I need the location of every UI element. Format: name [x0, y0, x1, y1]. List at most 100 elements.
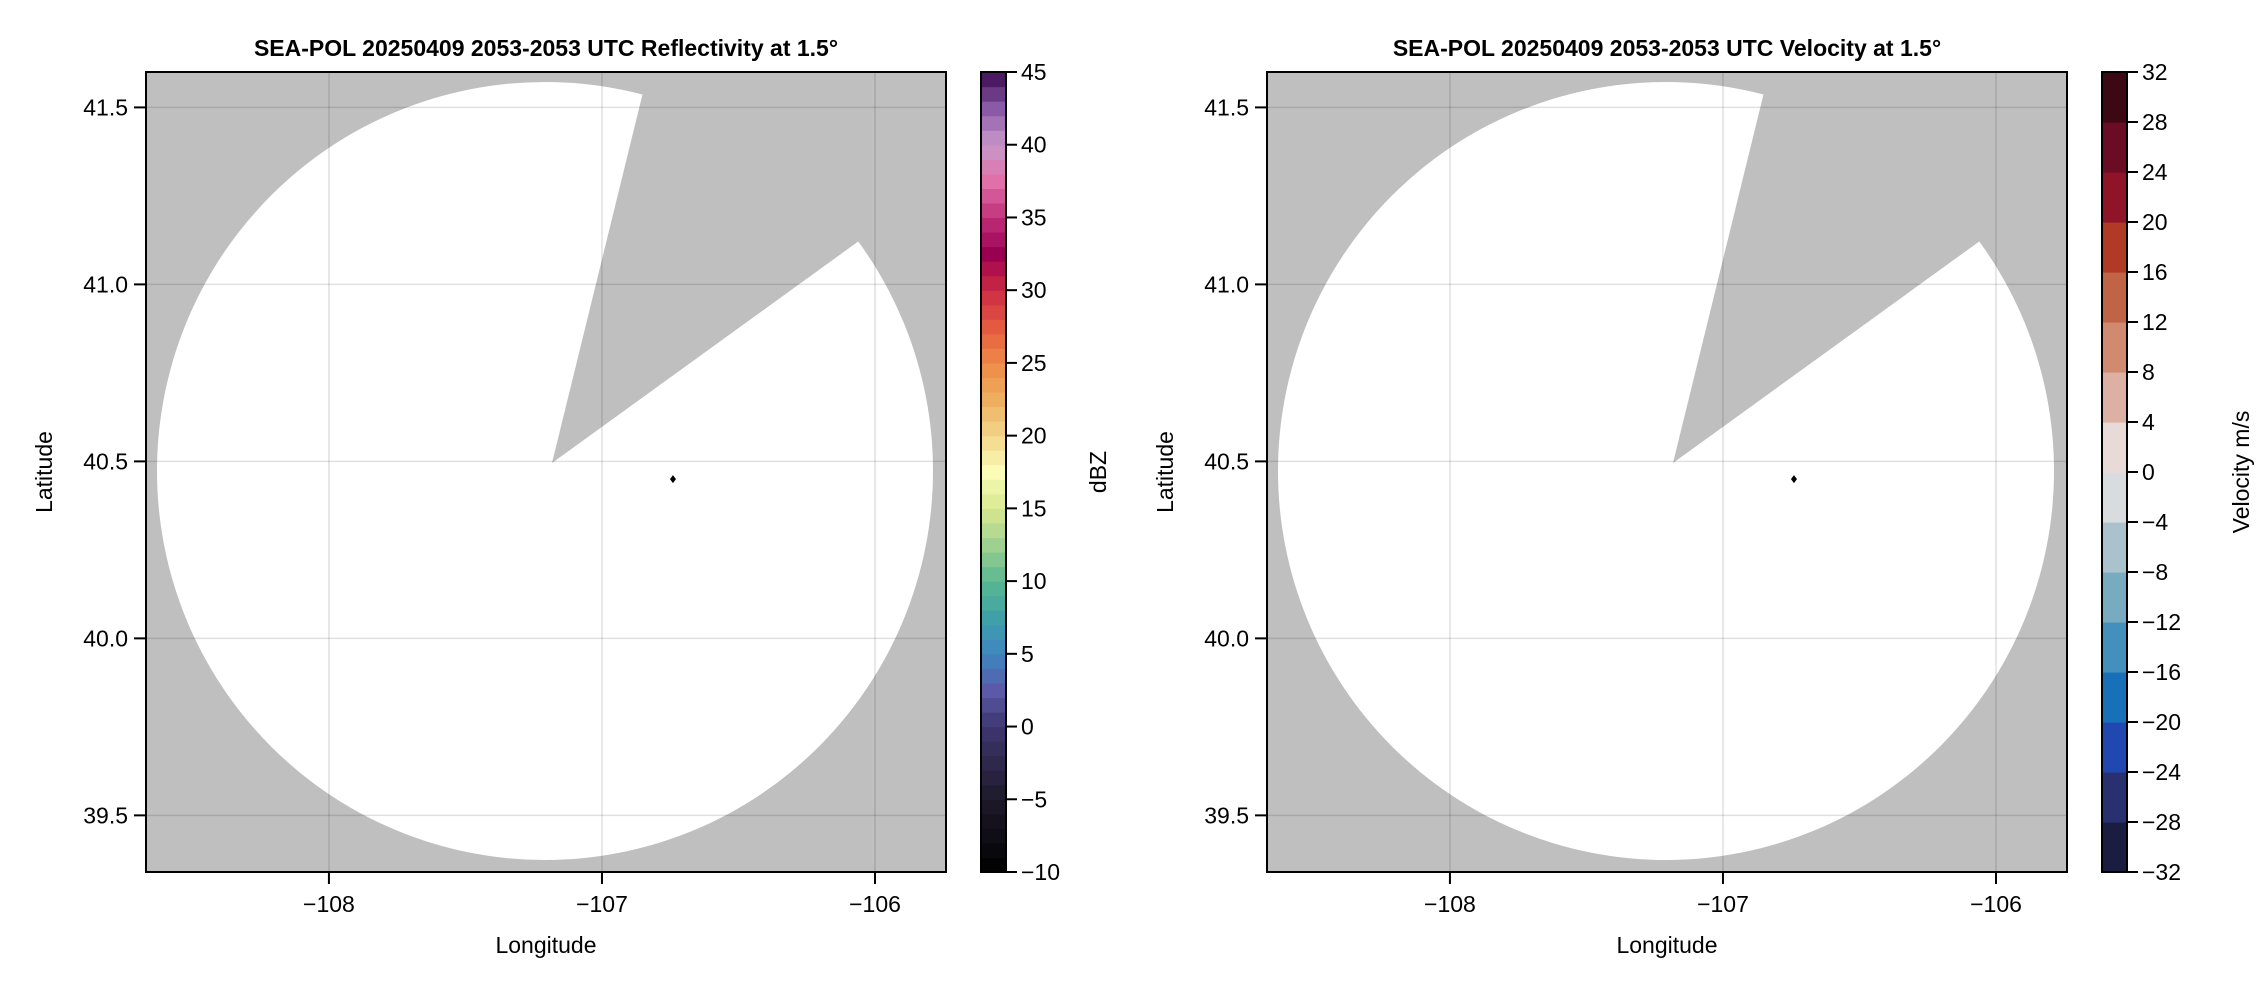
colorbar-band	[2102, 122, 2127, 173]
colorbar-band	[2102, 372, 2127, 423]
colorbar-tick-label: 28	[2142, 109, 2168, 135]
y-tick-label: 41.0	[1204, 271, 1249, 297]
colorbar-band	[2102, 322, 2127, 373]
colorbar-band	[981, 406, 1006, 422]
colorbar-band	[981, 304, 1006, 320]
colorbar-tick-label: −5	[1021, 786, 1047, 812]
colorbar-band	[2102, 822, 2127, 873]
colorbar-band	[981, 668, 1006, 684]
colorbar-band	[981, 464, 1006, 480]
colorbar-tick-label: −12	[2142, 609, 2181, 635]
colorbar-tick-label: −4	[2142, 509, 2168, 535]
plot-area	[146, 72, 946, 872]
x-axis-label: Longitude	[1616, 932, 1717, 958]
reflectivity-panel: SEA-POL 20250409 2053-2053 UTC Reflectiv…	[31, 35, 1111, 958]
colorbar-band	[2102, 772, 2127, 823]
colorbar-band	[981, 755, 1006, 771]
colorbar-band	[981, 537, 1006, 553]
colorbar-band	[981, 813, 1006, 829]
y-tick-label: 40.5	[83, 448, 128, 474]
colorbar-tick-label: −16	[2142, 659, 2181, 685]
colorbar-band	[981, 115, 1006, 131]
colorbar-band	[981, 319, 1006, 335]
colorbar-tick-label: 15	[1021, 495, 1047, 521]
colorbar: −10 −5 0 5 10 15 20 25 30 35 40 45 dBZ	[980, 59, 1111, 885]
x-axis-label: Longitude	[495, 932, 596, 958]
colorbar-band	[981, 508, 1006, 524]
colorbar-band	[981, 595, 1006, 611]
x-tick-label: −107	[576, 891, 628, 917]
colorbar-band	[981, 784, 1006, 800]
x-tick-label: −108	[303, 891, 355, 917]
colorbar-tick-label: 20	[1021, 423, 1047, 449]
colorbar-band	[981, 72, 1006, 88]
colorbar-label: Velocity m/s	[2228, 411, 2254, 534]
colorbar-band	[981, 362, 1006, 379]
y-tick-label: 41.5	[1204, 94, 1249, 120]
x-tick-label: −108	[1424, 891, 1476, 917]
colorbar-band	[981, 275, 1006, 291]
colorbar-band	[981, 217, 1006, 233]
colorbar-tick-label: 40	[1021, 132, 1047, 158]
colorbar-band	[2102, 672, 2127, 723]
colorbar-band	[981, 770, 1006, 786]
x-tick-label: −106	[1970, 891, 2022, 917]
colorbar-tick-label: 30	[1021, 277, 1047, 303]
colorbar-tick-label: 35	[1021, 204, 1047, 230]
colorbar-frame	[980, 71, 1007, 873]
colorbar-band	[981, 86, 1006, 102]
plot-frame	[145, 71, 947, 873]
colorbar-tick-label: −8	[2142, 559, 2168, 585]
y-tick-label: 40.5	[1204, 448, 1249, 474]
colorbar-band	[981, 261, 1006, 277]
colorbar-band	[2102, 472, 2127, 523]
colorbar-band	[981, 450, 1006, 466]
colorbar-band	[981, 493, 1006, 509]
colorbar-band	[981, 188, 1006, 204]
colorbar-tick-label: 20	[2142, 209, 2168, 235]
y-tick-label: 39.5	[1204, 802, 1249, 828]
colorbar-band	[981, 435, 1006, 451]
y-tick-label: 41.0	[83, 271, 128, 297]
y-tick-label: 40.0	[83, 625, 128, 651]
colorbar-band	[981, 799, 1006, 815]
chart-title: SEA-POL 20250409 2053-2053 UTC Velocity …	[1393, 35, 1941, 61]
colorbar-band	[2102, 522, 2127, 573]
colorbar-band	[2102, 272, 2127, 323]
y-tick-label: 41.5	[83, 94, 128, 120]
colorbar-band	[981, 246, 1006, 262]
colorbar-band	[981, 712, 1006, 728]
colorbar-band	[981, 726, 1006, 742]
colorbar-band	[981, 581, 1006, 597]
colorbar-tick-label: 16	[2142, 259, 2168, 285]
colorbar-tick-label: −28	[2142, 809, 2181, 835]
colorbar-tick-label: 8	[2142, 359, 2155, 385]
colorbar-band	[981, 522, 1006, 539]
colorbar-band	[981, 741, 1006, 757]
blocked-sector	[1673, 72, 2067, 463]
colorbar-label: dBZ	[1085, 451, 1111, 493]
blocked-sector	[552, 72, 946, 463]
colorbar-tick-label: −32	[2142, 859, 2181, 885]
colorbar-tick-label: 25	[1021, 350, 1047, 376]
colorbar-band	[981, 348, 1006, 364]
colorbar-band	[981, 479, 1006, 495]
colorbar-band	[981, 159, 1006, 175]
colorbar-tick-label: 4	[2142, 409, 2155, 435]
radar-site-marker	[1790, 475, 1797, 484]
colorbar-band	[981, 377, 1006, 393]
colorbar-band	[981, 566, 1006, 582]
plot-area	[1267, 72, 2067, 872]
colorbar-band	[981, 697, 1006, 713]
plot-frame	[1266, 71, 2068, 873]
colorbar-band	[981, 421, 1006, 437]
colorbar-band	[2102, 572, 2127, 623]
colorbar-band	[981, 202, 1006, 219]
colorbar-band	[2102, 172, 2127, 223]
colorbar-band	[981, 624, 1006, 640]
colorbar-band	[2102, 222, 2127, 273]
colorbar-band	[2102, 72, 2127, 123]
colorbar-band	[981, 173, 1006, 189]
colorbar-tick-label: 32	[2142, 59, 2168, 85]
